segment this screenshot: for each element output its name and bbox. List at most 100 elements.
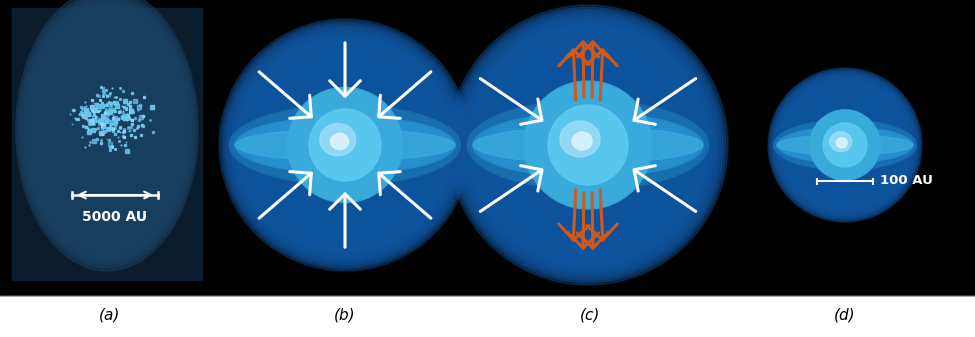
Bar — [12, 8, 202, 280]
Ellipse shape — [34, 17, 180, 243]
Ellipse shape — [296, 97, 393, 193]
Ellipse shape — [777, 121, 913, 169]
Ellipse shape — [55, 48, 160, 211]
Bar — [12, 8, 202, 280]
Ellipse shape — [837, 136, 853, 153]
Ellipse shape — [291, 126, 400, 164]
Bar — [12, 8, 202, 280]
Bar — [12, 8, 202, 280]
Ellipse shape — [315, 115, 375, 175]
Ellipse shape — [526, 82, 650, 208]
Ellipse shape — [255, 114, 435, 176]
Ellipse shape — [774, 74, 916, 216]
Ellipse shape — [813, 113, 878, 177]
Ellipse shape — [273, 120, 417, 170]
Ellipse shape — [526, 84, 649, 207]
Ellipse shape — [786, 124, 904, 165]
Ellipse shape — [538, 95, 638, 195]
Bar — [12, 8, 202, 280]
Bar — [12, 8, 202, 280]
Ellipse shape — [800, 129, 889, 161]
Ellipse shape — [304, 105, 385, 185]
Ellipse shape — [309, 109, 381, 181]
Bar — [12, 8, 202, 280]
Text: (b): (b) — [334, 307, 356, 323]
Ellipse shape — [811, 136, 879, 154]
Ellipse shape — [238, 108, 451, 182]
Text: (d): (d) — [835, 307, 856, 323]
Ellipse shape — [530, 129, 645, 161]
Ellipse shape — [566, 123, 609, 167]
Ellipse shape — [473, 113, 703, 177]
Ellipse shape — [511, 68, 665, 222]
Ellipse shape — [473, 102, 703, 188]
Ellipse shape — [494, 52, 682, 238]
Ellipse shape — [777, 135, 913, 155]
Ellipse shape — [265, 65, 425, 225]
Ellipse shape — [778, 78, 912, 212]
Ellipse shape — [782, 128, 909, 162]
Ellipse shape — [800, 100, 890, 190]
Ellipse shape — [483, 40, 693, 250]
Ellipse shape — [541, 98, 636, 192]
Bar — [12, 8, 202, 280]
Bar — [12, 8, 202, 280]
Ellipse shape — [513, 117, 663, 173]
Ellipse shape — [290, 131, 400, 159]
Ellipse shape — [813, 113, 877, 177]
Ellipse shape — [836, 136, 854, 154]
Ellipse shape — [794, 127, 897, 163]
Ellipse shape — [481, 38, 695, 252]
Ellipse shape — [781, 123, 910, 167]
Ellipse shape — [477, 114, 699, 176]
Ellipse shape — [834, 134, 856, 156]
Ellipse shape — [838, 137, 853, 153]
Ellipse shape — [783, 83, 907, 207]
Ellipse shape — [558, 136, 619, 154]
Ellipse shape — [527, 84, 648, 206]
Ellipse shape — [471, 28, 705, 262]
Ellipse shape — [561, 135, 615, 155]
Bar — [12, 8, 202, 280]
Ellipse shape — [786, 129, 904, 161]
Ellipse shape — [535, 93, 641, 197]
Ellipse shape — [820, 120, 870, 170]
Ellipse shape — [564, 136, 612, 154]
Ellipse shape — [818, 118, 872, 172]
Ellipse shape — [562, 118, 615, 172]
Ellipse shape — [272, 126, 418, 164]
Ellipse shape — [779, 122, 911, 168]
Ellipse shape — [279, 128, 411, 162]
Ellipse shape — [227, 27, 462, 263]
Ellipse shape — [486, 42, 690, 248]
Ellipse shape — [800, 133, 890, 157]
Ellipse shape — [292, 92, 398, 197]
Ellipse shape — [527, 123, 648, 167]
Ellipse shape — [568, 126, 607, 164]
Ellipse shape — [326, 125, 365, 164]
Ellipse shape — [485, 116, 691, 174]
Ellipse shape — [549, 130, 627, 160]
Ellipse shape — [476, 33, 700, 257]
Ellipse shape — [555, 112, 621, 178]
Ellipse shape — [310, 133, 379, 157]
Ellipse shape — [787, 87, 903, 203]
Ellipse shape — [559, 116, 617, 175]
Ellipse shape — [242, 42, 448, 248]
Ellipse shape — [502, 59, 675, 231]
Ellipse shape — [811, 133, 878, 157]
Ellipse shape — [829, 141, 861, 149]
Ellipse shape — [534, 130, 642, 160]
Ellipse shape — [542, 132, 634, 158]
Bar — [12, 8, 202, 280]
Ellipse shape — [548, 105, 628, 185]
Ellipse shape — [316, 116, 373, 174]
Ellipse shape — [280, 80, 410, 210]
Ellipse shape — [77, 84, 137, 176]
Ellipse shape — [822, 137, 868, 153]
Ellipse shape — [307, 107, 383, 183]
Ellipse shape — [303, 103, 387, 187]
Text: (a): (a) — [99, 307, 121, 323]
Ellipse shape — [554, 135, 622, 155]
Ellipse shape — [267, 118, 423, 172]
